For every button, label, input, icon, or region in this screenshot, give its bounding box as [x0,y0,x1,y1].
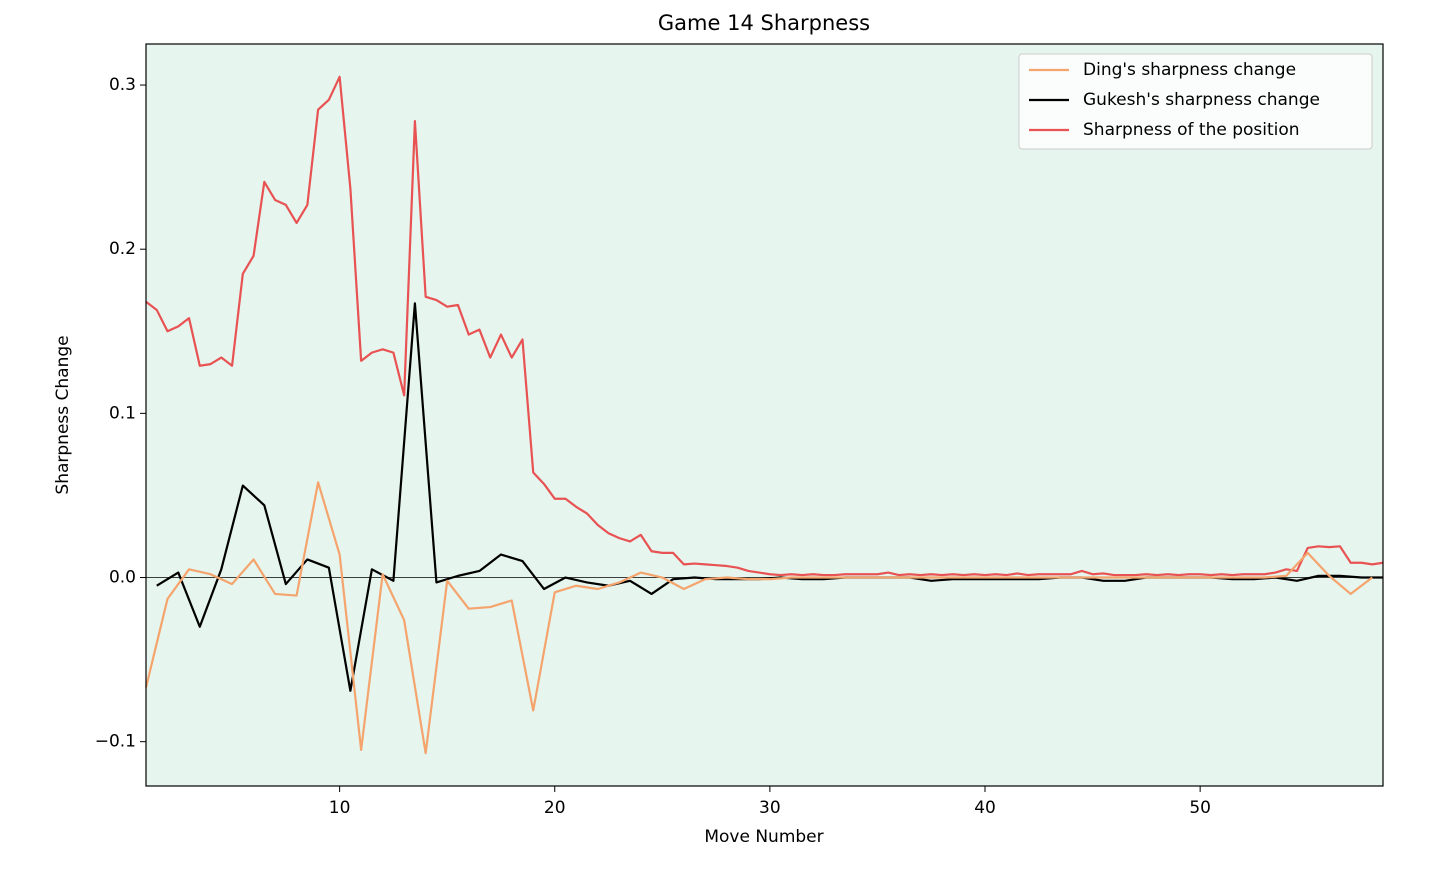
x-tick-label: 30 [759,798,781,818]
legend-box [1018,53,1373,150]
series-line [145,75,1384,577]
x-tick-label: 40 [974,798,996,818]
x-axis-label: Move Number [704,827,823,847]
y-tick-label: 0.2 [109,239,136,259]
legend: Ding's sharpness change Gukesh's sharpnes… [1018,53,1373,150]
y-axis-label: Sharpness Change [53,335,73,494]
series-line [144,481,1373,755]
legend-label: Sharpness of the position [1083,120,1300,140]
legend-label: Ding's sharpness change [1083,60,1296,80]
plot-frame [145,43,1384,787]
chart-title: Game 14 Sharpness [658,11,870,35]
y-tick-label: 0.1 [109,403,136,423]
x-tick-label: 50 [1189,798,1211,818]
x-tick-label: 20 [544,798,566,818]
y-tick-label: 0.0 [109,568,136,588]
y-tick-label: 0.3 [109,75,136,95]
plot-background [146,44,1383,786]
x-tick-label: 10 [329,798,351,818]
y-tick-label: −0.1 [95,732,136,752]
legend-label: Gukesh's sharpness change [1083,90,1320,110]
